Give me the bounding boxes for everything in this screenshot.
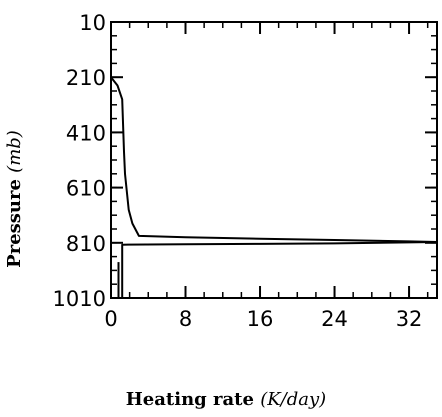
- y-axis-title: Pressure (mb): [4, 130, 25, 268]
- y-tick-label: 210: [66, 66, 106, 90]
- x-axis-title-unit: (K/day): [260, 389, 326, 410]
- y-tick-label: 410: [66, 121, 106, 145]
- x-tick-label: 16: [247, 307, 274, 331]
- x-tick-label: 24: [321, 307, 348, 331]
- y-tick-label: 10: [79, 11, 106, 35]
- series-layer: [110, 76, 438, 298]
- y-axis-title-text: Pressure: [4, 173, 25, 268]
- x-tick-label: 32: [396, 307, 423, 331]
- tick-labels: 0 8 16 24 32 10 210 410 610 810 1010: [53, 11, 423, 331]
- series-line-1: [110, 76, 438, 243]
- x-tick-label: 8: [179, 307, 192, 331]
- plot-frame: [110, 21, 438, 299]
- major-ticks: [110, 21, 437, 299]
- y-tick-label: 610: [66, 177, 106, 201]
- x-axis-title-text: Heating rate: [126, 389, 260, 410]
- y-axis-title-unit: (mb): [4, 130, 25, 173]
- y-tick-label: 810: [66, 232, 106, 256]
- y-tick-label: 1010: [53, 287, 106, 311]
- x-axis-title: Heating rate (K/day): [126, 389, 326, 410]
- x-tick-label: 0: [104, 307, 117, 331]
- minor-ticks: [110, 21, 437, 299]
- series-line-2: [121, 241, 438, 298]
